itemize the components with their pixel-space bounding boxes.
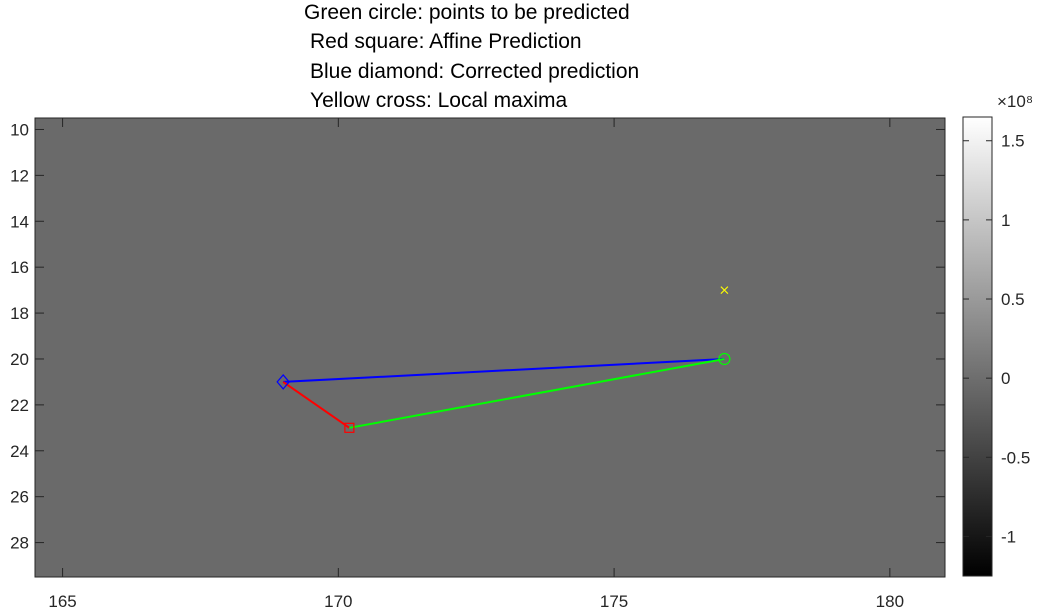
title-line-yellow: Yellow cross: Local maxima [310,89,568,112]
connection-lines [282,357,725,429]
colorbar-tick-label: 0.5 [1001,290,1025,309]
x-tick-label: 165 [48,592,76,610]
colorbar-tick-label: 1.5 [1001,132,1025,151]
plot-frame [34,117,946,578]
title-line-green: Green circle: points to be predicted [304,1,630,24]
colorbar [963,117,992,576]
title-line-blue: Blue diamond: Corrected prediction [310,60,640,83]
colorbar-tick-label: 1 [1001,211,1010,230]
corrected-prediction-marker [276,374,290,390]
y-tick-label: 22 [10,396,29,415]
x-tick-label: 180 [876,592,904,610]
red-line [282,381,350,429]
point-to-predict-marker [718,352,731,366]
colorbar-tick-label: -0.5 [1001,448,1030,467]
y-tick-label: 24 [10,442,29,461]
colorbar-tick-label: -1 [1001,527,1016,546]
y-tick-label: 10 [10,120,29,139]
y-tick-label: 26 [10,488,29,507]
y-tick-label: 14 [10,212,29,231]
markers [276,286,731,433]
local-maxima-marker [720,286,729,295]
y-tick-label: 16 [10,258,29,277]
colorbar-frame [962,116,993,577]
affine-prediction-marker [344,422,355,433]
x-tick-label: 175 [600,592,628,610]
green-line [349,357,725,429]
blue-line [283,357,725,383]
y-axis: 10 12 14 16 18 20 22 24 26 28 [10,120,945,553]
chart-title: Green circle: points to be predicted Red… [0,0,962,116]
colorbar-exponent-label: ×10⁸ [997,92,1033,111]
y-tick-label: 20 [10,350,29,369]
y-tick-label: 18 [10,304,29,323]
y-tick-label: 28 [10,534,29,553]
x-axis: 165 170 175 180 [48,118,904,610]
colorbar-tick-label: 0 [1001,369,1010,388]
x-tick-label: 170 [324,592,352,610]
colorbar-ticks: 1.5 1 0.5 0 -0.5 -1 [963,132,1030,546]
y-tick-label: 12 [10,166,29,185]
plot-area [35,118,945,577]
title-line-red: Red square: Affine Prediction [310,30,582,53]
